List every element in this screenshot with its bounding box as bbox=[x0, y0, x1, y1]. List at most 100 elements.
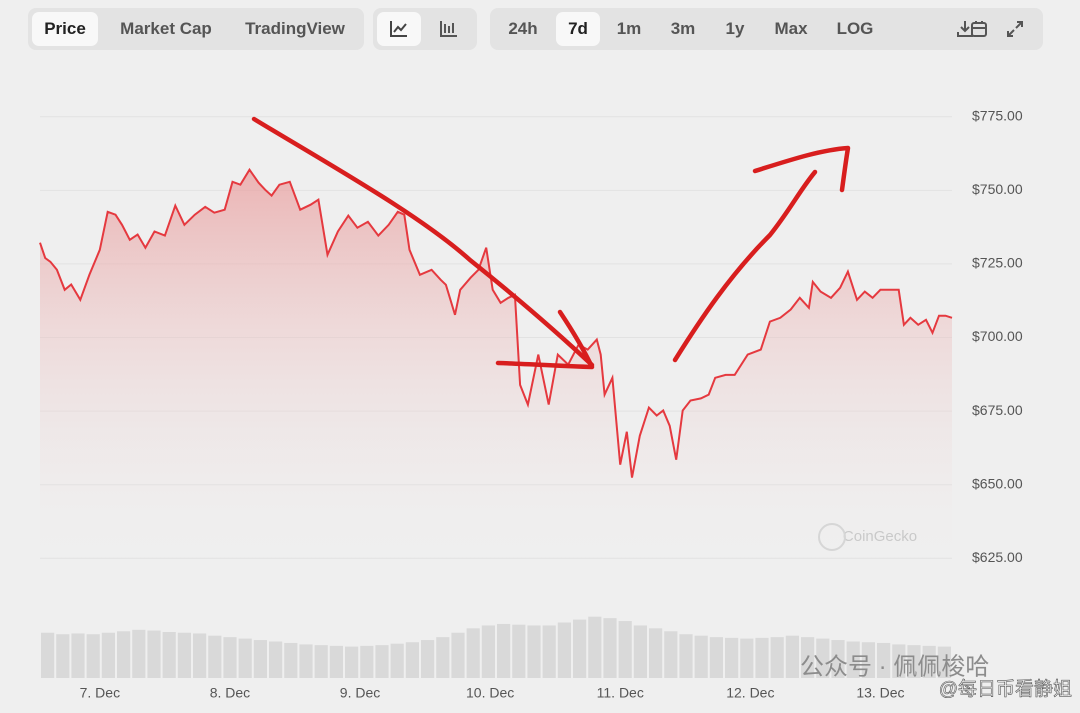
tab-group: Price Market Cap TradingView bbox=[28, 8, 364, 50]
volume-bar bbox=[816, 638, 830, 678]
y-tick-label: $625.00 bbox=[972, 549, 1023, 565]
calendar-button[interactable] bbox=[957, 12, 1001, 46]
volume-bar bbox=[497, 623, 511, 678]
price-area bbox=[40, 169, 952, 573]
volume-bar bbox=[284, 642, 298, 678]
x-tick-label: 9. Dec bbox=[340, 685, 380, 701]
volume-bar bbox=[770, 637, 784, 678]
volume-bar bbox=[922, 645, 936, 678]
range-button[interactable]: 24h bbox=[508, 19, 538, 38]
volume-bar bbox=[801, 637, 815, 678]
volume-bar bbox=[466, 628, 480, 678]
volume-bar bbox=[223, 637, 237, 678]
range-button[interactable]: 1m bbox=[616, 19, 642, 38]
volume-bar bbox=[709, 637, 723, 678]
y-tick-label: $700.00 bbox=[972, 328, 1023, 344]
volume-bar bbox=[527, 625, 541, 678]
icon bbox=[390, 21, 407, 37]
volume-bar bbox=[573, 619, 587, 678]
volume-bar bbox=[41, 632, 55, 678]
x-tick-label: 12. Dec bbox=[726, 685, 774, 701]
watermark-handle: @每日币看静姐 bbox=[939, 678, 1072, 700]
volume-bar bbox=[345, 646, 359, 678]
tab-button[interactable]: TradingView bbox=[245, 19, 345, 38]
volume-bar bbox=[907, 645, 921, 678]
volume-bar bbox=[132, 629, 146, 678]
y-tick-label: $650.00 bbox=[972, 475, 1023, 491]
volume-bar bbox=[725, 637, 739, 678]
range-button[interactable]: Max bbox=[774, 19, 808, 38]
volume-bar bbox=[117, 631, 131, 678]
volume-bar bbox=[679, 634, 693, 678]
volume-bar bbox=[314, 645, 328, 678]
icon bbox=[440, 21, 457, 37]
volume-bar bbox=[588, 616, 602, 678]
volume-bar bbox=[755, 637, 769, 678]
volume-bar bbox=[269, 641, 283, 678]
volume-bar bbox=[390, 643, 404, 678]
volume-bar bbox=[329, 645, 343, 678]
volume-bar bbox=[785, 635, 799, 678]
volume-bar bbox=[846, 641, 860, 678]
volume-bar bbox=[299, 644, 313, 678]
volume-bar bbox=[481, 625, 495, 678]
range-button[interactable]: LOG bbox=[836, 19, 874, 38]
volume-bar bbox=[436, 637, 450, 678]
volume-bar bbox=[877, 642, 891, 678]
x-tick-label: 8. Dec bbox=[210, 685, 250, 701]
volume-bar bbox=[162, 632, 176, 678]
range-button[interactable]: 3m bbox=[670, 19, 696, 38]
volume-bar bbox=[421, 640, 435, 678]
volume-bar bbox=[937, 646, 951, 678]
tab-button[interactable]: Market Cap bbox=[120, 19, 212, 38]
line-chart-button[interactable] bbox=[377, 12, 421, 46]
volume-bar bbox=[177, 632, 191, 678]
volume-bar bbox=[238, 638, 252, 678]
watermark-logo bbox=[818, 523, 846, 551]
chart-style-group bbox=[373, 8, 477, 50]
fullscreen-button[interactable] bbox=[993, 12, 1037, 46]
volume-bar bbox=[193, 633, 207, 678]
icon bbox=[971, 21, 987, 37]
volume-bar bbox=[861, 642, 875, 678]
volume-bar bbox=[451, 632, 465, 678]
watermark-wechat: 公众号 · 佩佩梭哈 bbox=[800, 653, 989, 680]
range-group: 24h 7d 1m 3m 1y Max LOG bbox=[490, 8, 1043, 50]
tab-button[interactable]: Price bbox=[32, 12, 98, 46]
volume-bar bbox=[542, 625, 556, 678]
download-button[interactable] bbox=[943, 12, 987, 46]
x-tick-label: 10. Dec bbox=[466, 685, 514, 701]
annotation-arrows bbox=[251, 116, 851, 370]
y-tick-label: $675.00 bbox=[972, 402, 1023, 418]
volume-bar bbox=[71, 633, 85, 678]
volume-bar bbox=[512, 624, 526, 678]
price-line bbox=[39, 167, 953, 478]
y-tick-label: $775.00 bbox=[972, 107, 1023, 123]
icon bbox=[957, 21, 973, 37]
volume-bar bbox=[892, 644, 906, 678]
x-tick-label: 11. Dec bbox=[597, 685, 644, 701]
volume-bar bbox=[664, 631, 678, 678]
volume-bar bbox=[405, 642, 419, 678]
watermark-source: CoinGecko bbox=[843, 528, 917, 545]
volume-bar bbox=[208, 635, 222, 678]
volume-bar bbox=[147, 630, 161, 678]
volume-bar bbox=[56, 634, 70, 678]
range-button[interactable]: 7d bbox=[556, 12, 600, 46]
volume-bar bbox=[101, 632, 115, 678]
y-tick-label: $725.00 bbox=[972, 255, 1023, 271]
range-button[interactable]: 1y bbox=[725, 19, 745, 38]
volume-bar bbox=[831, 640, 845, 678]
volume-bar bbox=[649, 628, 663, 678]
volume-bar bbox=[618, 621, 632, 678]
volume-bar bbox=[740, 638, 754, 678]
volume-bar bbox=[557, 622, 571, 678]
y-tick-label: $750.00 bbox=[972, 181, 1023, 197]
volume-bar bbox=[694, 635, 708, 678]
volume-bar bbox=[633, 625, 647, 678]
volume-bar bbox=[360, 645, 374, 678]
x-tick-label: 7. Dec bbox=[80, 685, 120, 701]
candle-chart-button[interactable] bbox=[427, 12, 471, 46]
